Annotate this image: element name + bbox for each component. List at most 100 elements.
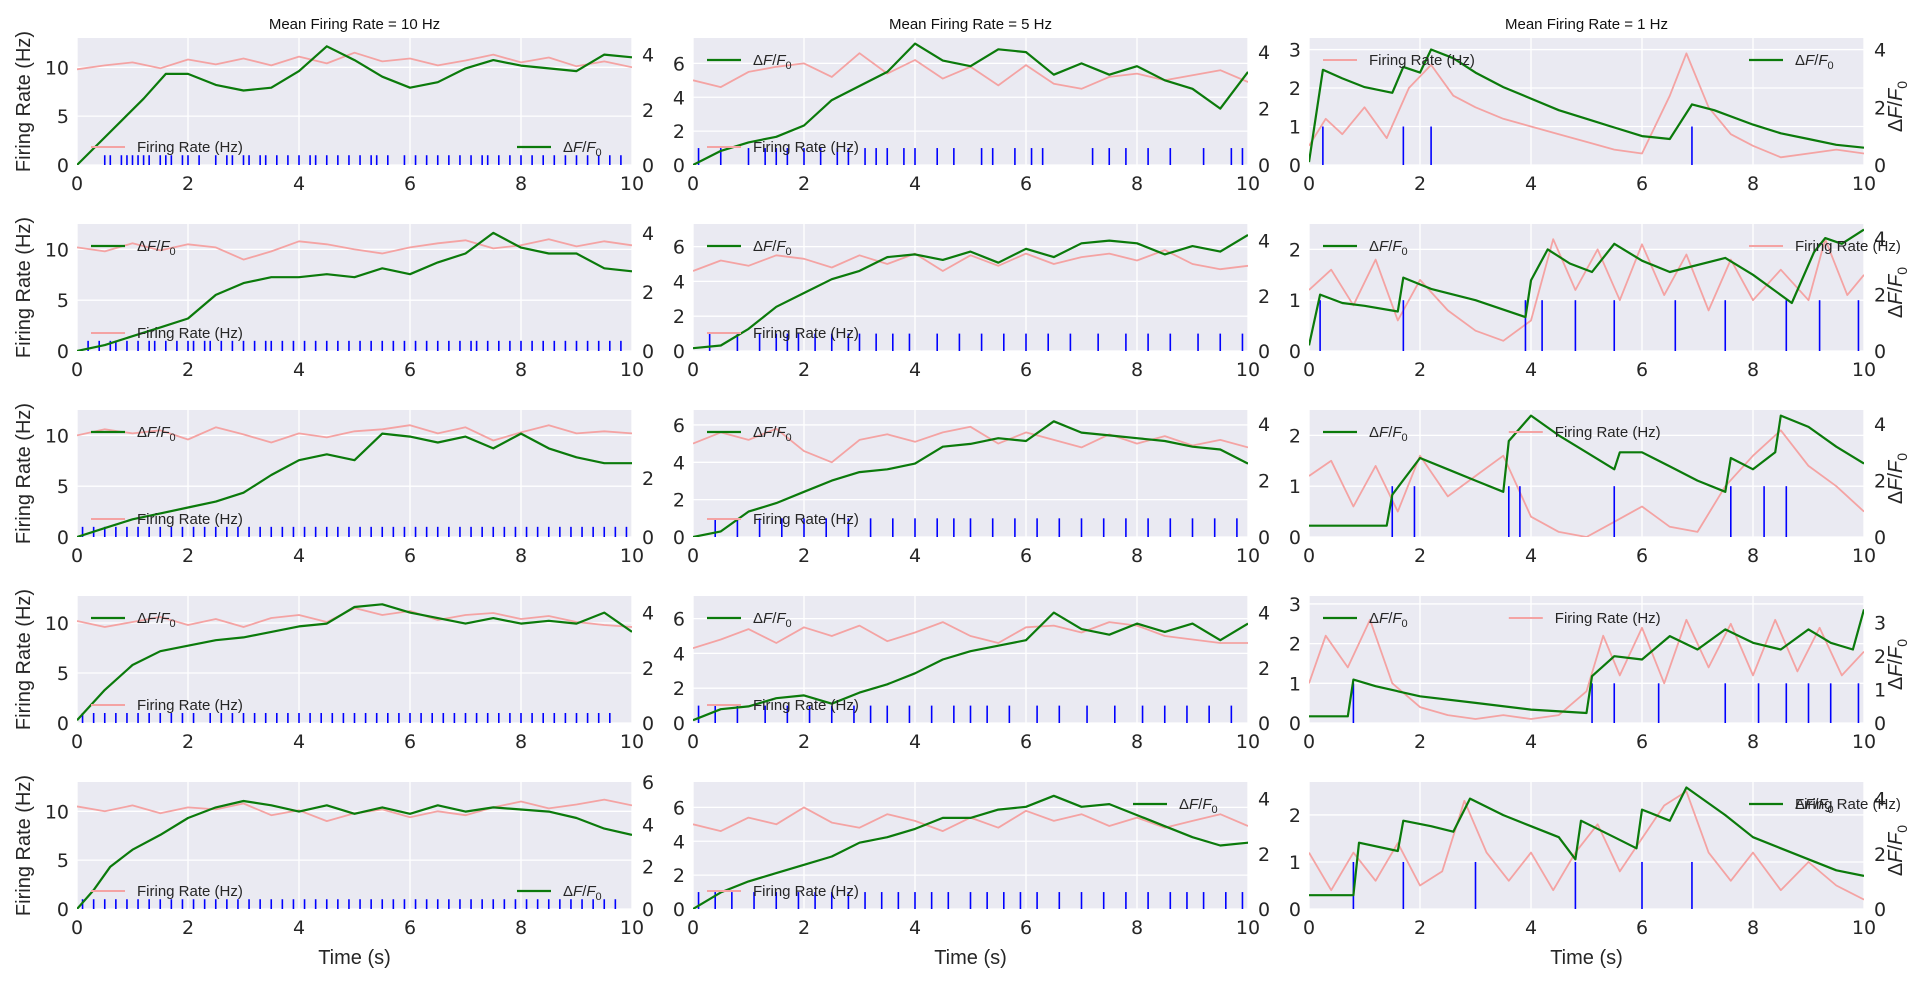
y-left-tick-label: 0	[1289, 155, 1301, 177]
column-title: Mean Firing Rate = 10 Hz	[269, 16, 440, 33]
dff-line	[1309, 228, 1864, 346]
column-title: Mean Firing Rate = 5 Hz	[889, 16, 1052, 33]
y-left-tick-label: 0	[57, 713, 69, 735]
y-right-tick-label: 2	[1874, 285, 1886, 307]
legend-rate-label: Firing Rate (Hz)	[1555, 424, 1661, 441]
plot-layer	[77, 798, 632, 909]
x-tick-label: 6	[1020, 731, 1032, 753]
y-right-tick-label: 0	[642, 155, 654, 177]
x-tick-label: 0	[1303, 359, 1315, 381]
y-left-tick-label: 0	[1289, 899, 1301, 921]
y-right-tick-label: 4	[1258, 42, 1270, 64]
plot-layer	[77, 45, 632, 165]
dff-line	[693, 794, 1248, 909]
y-left-tick-label: 5	[57, 663, 69, 685]
x-tick-label: 10	[620, 545, 644, 567]
y-left-tick-label: 10	[45, 801, 69, 823]
y-right-tick-label: 0	[1874, 155, 1886, 177]
x-tick-label: 2	[1414, 359, 1426, 381]
legend-rate-label: Firing Rate (Hz)	[137, 325, 243, 342]
y-right-tick-label: 2	[1258, 844, 1270, 866]
x-tick-label: 10	[1852, 917, 1876, 939]
y-right-tick-label: 4	[1258, 789, 1270, 811]
x-tick-label: 10	[1852, 545, 1876, 567]
legend-dff-label: ΔF/F0	[1369, 238, 1408, 258]
x-tick-label: 0	[71, 917, 83, 939]
legend-dff-label: ΔF/F0	[753, 424, 792, 444]
plot-layer	[1309, 609, 1864, 723]
dff-line	[1309, 48, 1864, 163]
y-left-tick-label: 2	[1289, 78, 1301, 100]
legend-dff-label: ΔF/F0	[137, 238, 176, 258]
y-right-tick-label: 0	[1874, 899, 1886, 921]
x-tick-label: 4	[1525, 731, 1537, 753]
x-tick-label: 8	[1131, 173, 1143, 195]
x-tick-label: 0	[71, 731, 83, 753]
x-tick-label: 10	[1236, 731, 1260, 753]
x-tick-label: 6	[404, 731, 416, 753]
y-left-tick-label: 0	[673, 713, 685, 735]
x-tick-label: 0	[1303, 545, 1315, 567]
y-left-tick-label: 0	[673, 527, 685, 549]
x-tick-label: 2	[1414, 731, 1426, 753]
y-left-tick-label: 5	[57, 476, 69, 498]
y-left-axis-label: Firing Rate (Hz)	[13, 589, 35, 730]
dff-line	[693, 420, 1248, 537]
y-left-axis-label: Firing Rate (Hz)	[13, 403, 35, 544]
x-tick-label: 8	[1747, 173, 1759, 195]
y-left-tick-label: 2	[673, 306, 685, 328]
y-left-tick-label: 0	[673, 341, 685, 363]
x-tick-label: 2	[182, 917, 194, 939]
x-tick-label: 0	[687, 545, 699, 567]
plot-layer	[693, 794, 1248, 909]
y-left-tick-label: 2	[673, 865, 685, 887]
x-tick-label: 2	[798, 731, 810, 753]
y-right-tick-label: 2	[1874, 646, 1886, 668]
legend-dff-label: ΔF/F0	[137, 424, 176, 444]
plot-layer	[693, 234, 1248, 351]
legend-dff-label: ΔF/F0	[137, 610, 176, 630]
x-tick-label: 4	[293, 917, 305, 939]
x-tick-label: 10	[1852, 173, 1876, 195]
x-tick-label: 2	[798, 545, 810, 567]
x-axis-label: Time (s)	[1550, 947, 1623, 969]
x-tick-label: 0	[687, 359, 699, 381]
y-left-tick-label: 2	[673, 678, 685, 700]
y-left-tick-label: 2	[1289, 425, 1301, 447]
y-left-tick-label: 1	[1289, 117, 1301, 139]
dff-line	[77, 603, 632, 721]
y-left-tick-label: 4	[673, 87, 685, 109]
y-right-axis-label: ΔF/F0	[1885, 267, 1910, 318]
x-tick-label: 0	[1303, 173, 1315, 195]
x-tick-label: 10	[620, 917, 644, 939]
legend-rate-label: Firing Rate (Hz)	[137, 697, 243, 714]
legend-rate-label: Firing Rate (Hz)	[137, 883, 243, 900]
y-right-axis-label: ΔF/F0	[1885, 825, 1910, 876]
x-tick-label: 4	[1525, 545, 1537, 567]
x-tick-label: 4	[909, 731, 921, 753]
y-left-tick-label: 5	[57, 290, 69, 312]
x-tick-label: 8	[515, 545, 527, 567]
y-right-tick-label: 2	[642, 468, 654, 490]
y-right-tick-label: 0	[1874, 713, 1886, 735]
legend-dff-label: ΔF/F0	[1795, 52, 1834, 72]
dff-line	[1309, 786, 1864, 897]
y-right-tick-label: 0	[1258, 713, 1270, 735]
x-tick-label: 4	[293, 173, 305, 195]
dff-line	[77, 45, 632, 165]
y-left-tick-label: 4	[673, 831, 685, 853]
y-right-axis-label: ΔF/F0	[1885, 639, 1910, 690]
dff-line	[77, 231, 632, 351]
x-tick-label: 8	[515, 173, 527, 195]
plot-layer	[693, 42, 1248, 165]
